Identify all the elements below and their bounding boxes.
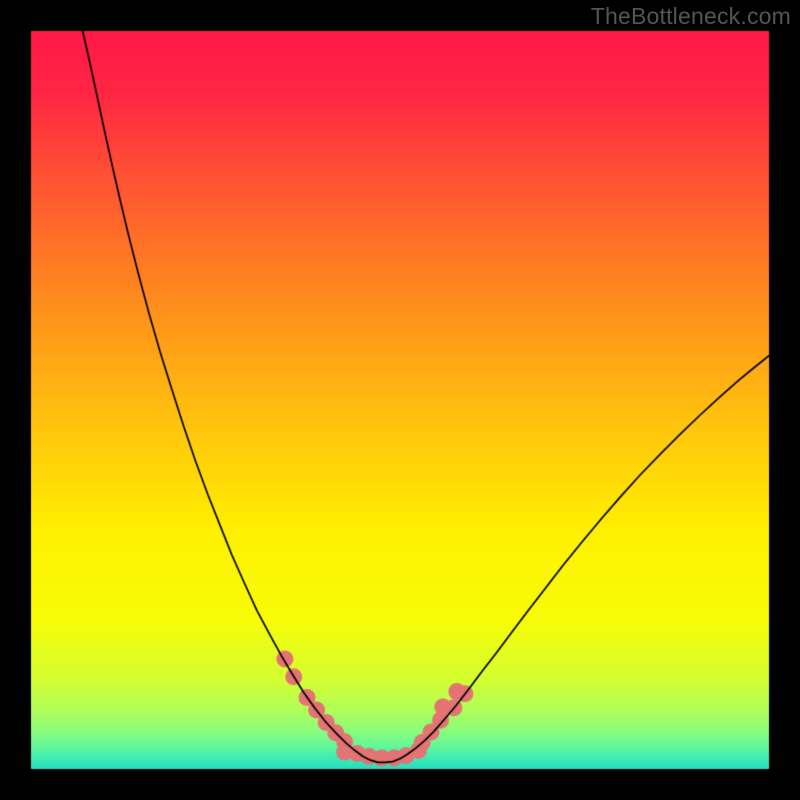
bottleneck-chart: [0, 0, 800, 800]
figure-root: TheBottleneck.com: [0, 0, 800, 800]
watermark-text: TheBottleneck.com: [591, 3, 791, 30]
